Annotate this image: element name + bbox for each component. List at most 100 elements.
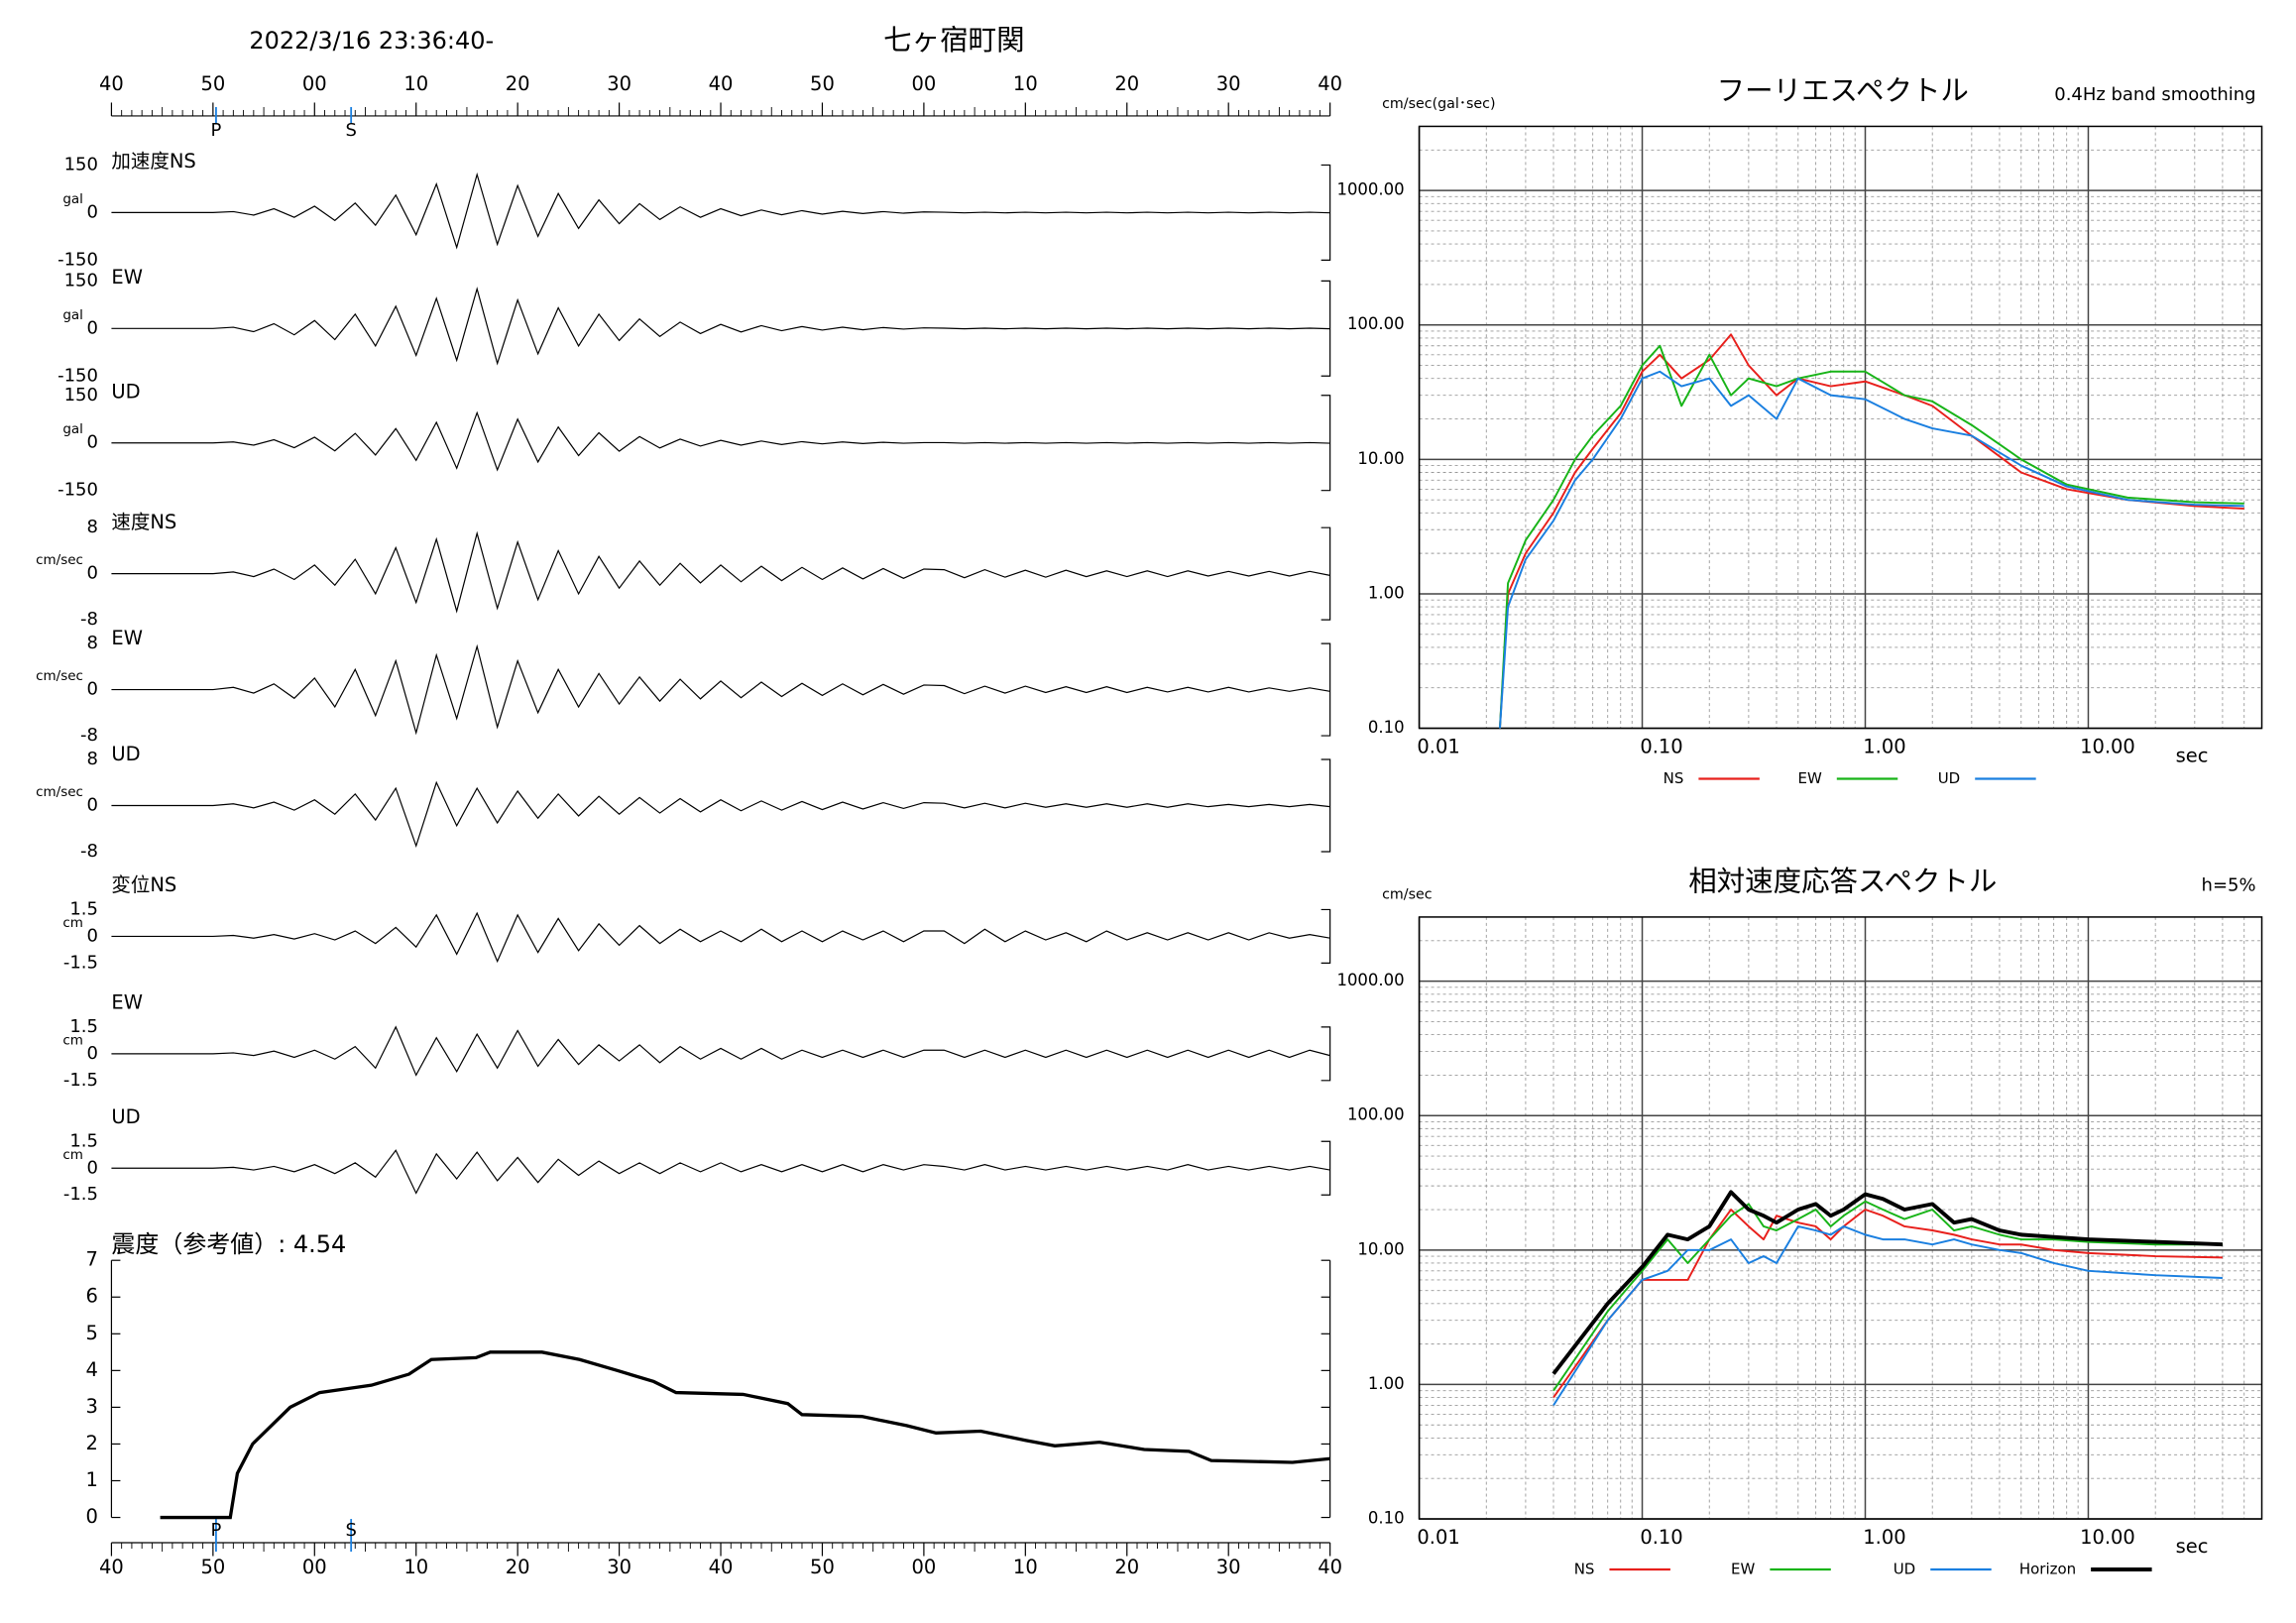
- unit-label: gal: [62, 307, 83, 323]
- x-tick-label: 10: [403, 1556, 428, 1578]
- plot-frame: [1418, 916, 2263, 1520]
- x-tick-label: 50: [810, 72, 835, 95]
- spectrum-line: [1498, 370, 2244, 729]
- x-tick-label: 40: [709, 1556, 734, 1578]
- chart-subtitle: h=5%: [2202, 874, 2256, 895]
- x-tick-label: 30: [1216, 1556, 1241, 1578]
- y-tick-label: 0: [86, 201, 97, 222]
- x-tick-label: 0.01: [1417, 736, 1459, 758]
- y-tick-label: 100.00: [1347, 314, 1405, 333]
- unit-label: cm/sec: [36, 668, 83, 684]
- x-tick-label: 30: [1216, 72, 1241, 95]
- y-tick-label: 4: [86, 1358, 98, 1381]
- x-tick-label: 00: [912, 72, 937, 95]
- y-tick-label: -1.5: [63, 1184, 98, 1205]
- component-label: 加速度NS: [111, 150, 195, 173]
- y-tick-label: 0: [86, 679, 97, 700]
- y-axis-label: cm/sec(gal･sec): [1382, 96, 1495, 112]
- y-tick-label: 1: [86, 1468, 98, 1491]
- legend-label: NS: [1664, 769, 1684, 787]
- panel-bracket: [1320, 526, 1331, 621]
- y-tick-label: 150: [64, 385, 98, 406]
- panel-bracket: [1320, 908, 1331, 965]
- spectrum-line: [1552, 1224, 2223, 1406]
- chart-title: 2022/3/16 23:36:40-: [249, 27, 494, 55]
- y-tick-label: 0: [86, 1043, 97, 1064]
- y-axis-label: cm/sec: [1382, 886, 1433, 902]
- component-label: EW: [111, 266, 143, 289]
- y-tick-label: 0: [86, 317, 97, 338]
- waveform-trace: [111, 530, 1330, 614]
- x-tick-label: 20: [1114, 1556, 1139, 1578]
- y-tick-label: -8: [80, 725, 98, 746]
- phase-label: P: [211, 120, 222, 141]
- x-tick-label: 00: [302, 1556, 327, 1578]
- y-tick-label: -150: [57, 480, 98, 501]
- phase-label: S: [345, 120, 356, 141]
- component-label: 速度NS: [111, 511, 176, 533]
- unit-label: cm: [62, 1147, 83, 1163]
- x-tick-label: 0.10: [1640, 1526, 1682, 1549]
- y-tick-label: 0: [86, 563, 97, 584]
- phase-label: P: [211, 1520, 222, 1541]
- y-tick-label: 7: [86, 1248, 98, 1271]
- x-tick-label: 40: [709, 72, 734, 95]
- y-tick-label: 1000.00: [1336, 971, 1404, 989]
- x-tick-label: 1.00: [1863, 736, 1905, 758]
- chart-title: 震度（参考値）: 4.54: [111, 1230, 346, 1258]
- waveform-trace: [111, 643, 1330, 736]
- y-tick-label: 0: [86, 795, 97, 816]
- spectrum-line: [1552, 1200, 2223, 1392]
- y-tick-label: -1.5: [63, 952, 98, 973]
- y-tick-label: 3: [86, 1395, 98, 1418]
- y-tick-label: 1.5: [69, 1130, 98, 1151]
- y-tick-label: 0: [86, 1157, 97, 1178]
- x-tick-label: 0.10: [1640, 736, 1682, 758]
- unit-label: cm/sec: [36, 552, 83, 568]
- y-tick-label: 8: [86, 633, 97, 653]
- x-tick-label: 40: [1318, 72, 1342, 95]
- x-tick-label: 00: [302, 72, 327, 95]
- chart-subtitle: 0.4Hz band smoothing: [2054, 84, 2255, 105]
- legend-label: Horizon: [2019, 1561, 2076, 1578]
- waveform-trace: [111, 287, 1330, 366]
- x-tick-label: 10.00: [2080, 736, 2135, 758]
- phase-label: S: [345, 1520, 356, 1541]
- y-tick-label: 10.00: [1357, 1239, 1404, 1258]
- y-tick-label: -150: [57, 365, 98, 386]
- waveform-trace: [111, 410, 1330, 472]
- y-tick-label: 0: [86, 925, 97, 946]
- y-tick-label: 100.00: [1347, 1105, 1405, 1124]
- y-tick-label: 10.00: [1357, 449, 1404, 468]
- x-tick-label: 50: [200, 72, 225, 95]
- x-tick-label: 40: [99, 1556, 124, 1578]
- spectrum-line: [1552, 1209, 2223, 1399]
- x-tick-label: 0.01: [1417, 1526, 1459, 1549]
- x-tick-label: 10: [1013, 72, 1038, 95]
- x-tick-label: 00: [912, 1556, 937, 1578]
- y-tick-label: -1.5: [63, 1070, 98, 1091]
- y-tick-label: 6: [86, 1285, 98, 1308]
- waveform-trace: [111, 780, 1330, 849]
- x-tick-label: 50: [810, 1556, 835, 1578]
- x-tick-label: 10: [1013, 1556, 1038, 1578]
- y-tick-label: 0.10: [1368, 1509, 1405, 1528]
- y-tick-label: 1.00: [1368, 1374, 1405, 1393]
- spectrum-line: [1551, 1190, 2223, 1375]
- spectrum-line: [1498, 333, 2244, 729]
- x-tick-label: 30: [607, 1556, 631, 1578]
- y-tick-label: 5: [86, 1322, 98, 1344]
- y-tick-label: 8: [86, 749, 97, 769]
- y-tick-label: 8: [86, 517, 97, 537]
- component-label: EW: [111, 990, 143, 1013]
- y-tick-label: 0: [86, 1505, 98, 1528]
- x-axis-label: sec: [2176, 745, 2209, 767]
- component-label: UD: [111, 743, 140, 765]
- legend-label: EW: [1731, 1561, 1755, 1578]
- x-axis-label: sec: [2176, 1535, 2209, 1558]
- waveform-trace: [111, 1025, 1330, 1077]
- unit-label: cm: [62, 1032, 83, 1048]
- unit-label: cm/sec: [36, 784, 83, 800]
- y-tick-label: 0.10: [1368, 718, 1405, 737]
- x-tick-label: 10: [403, 72, 428, 95]
